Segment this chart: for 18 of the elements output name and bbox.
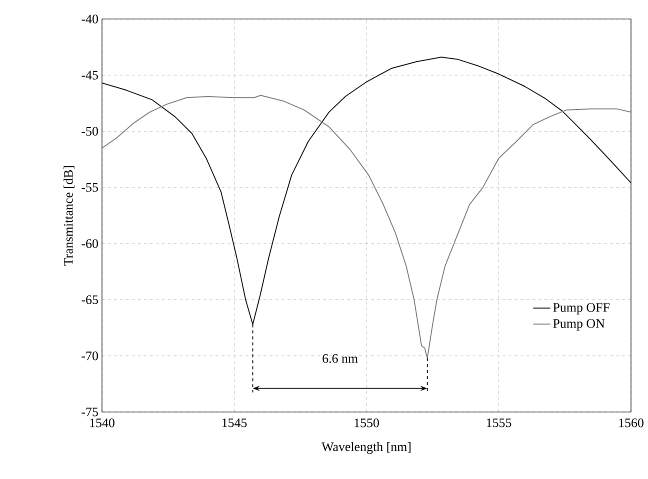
y-tick-label: -50 (82, 126, 98, 136)
x-tick-label: 1545 (222, 418, 247, 428)
x-tick-label: 1560 (619, 418, 644, 428)
x-tick-label: 1555 (486, 418, 512, 428)
y-tick-label: -70 (82, 351, 98, 360)
y-tick-label: -65 (82, 295, 98, 304)
legend-label: Pump OFF (553, 303, 610, 314)
y-axis-title: Transmittance [dB] (64, 166, 74, 266)
y-tick-label: -75 (82, 408, 98, 416)
legend-label: Pump ON (553, 319, 605, 330)
y-tick-label: -40 (82, 14, 98, 24)
y-tick-label: -55 (82, 183, 98, 192)
x-axis-title: Wavelength [nm] (322, 442, 411, 454)
x-tick-label: 1550 (354, 418, 379, 428)
y-tick-label: -60 (82, 239, 98, 248)
annotation: 6.6 nm (322, 354, 358, 363)
y-tick-label: -45 (82, 70, 98, 80)
x-tick-label: 1540 (90, 418, 114, 428)
